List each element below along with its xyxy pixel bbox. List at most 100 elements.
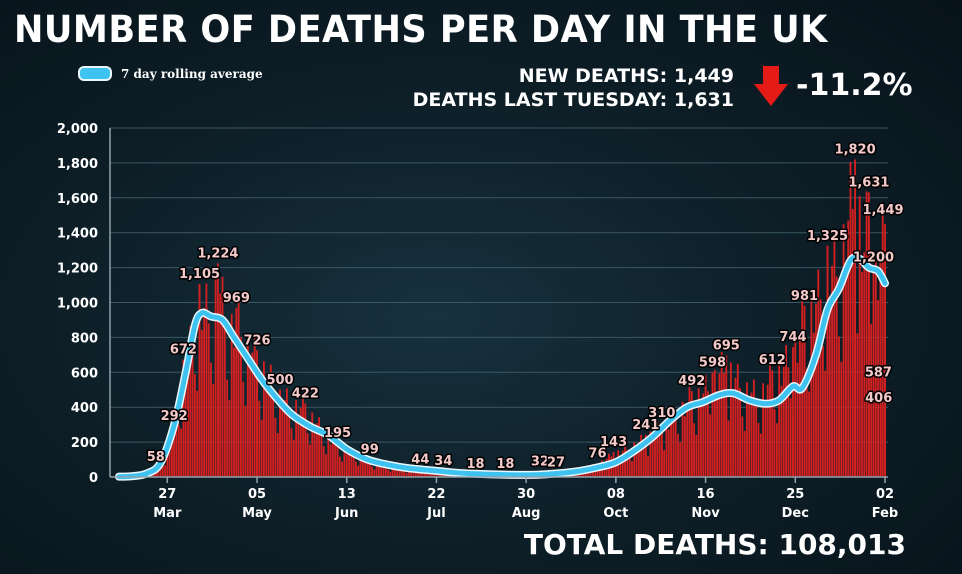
daily-bar: [405, 472, 408, 477]
daily-bar: [633, 442, 636, 477]
annotated-bar: [826, 245, 829, 477]
daily-bar: [734, 377, 737, 477]
daily-bar: [640, 434, 643, 477]
daily-bar: [269, 364, 272, 477]
daily-bar: [407, 468, 410, 477]
rolling-average-layer: [115, 253, 889, 481]
bar-data-label: 744: [779, 330, 806, 345]
daily-bar: [796, 362, 799, 477]
daily-bar: [361, 460, 364, 477]
daily-bar: [366, 456, 369, 477]
daily-bar: [658, 430, 661, 477]
annotated-bar: [256, 350, 258, 477]
daily-bar: [874, 258, 877, 477]
down-arrow-icon: [754, 66, 788, 106]
daily-bar: [371, 466, 373, 477]
x-tick-month: May: [242, 506, 272, 521]
daily-bar: [663, 449, 666, 477]
daily-bar: [334, 437, 337, 477]
x-tick-day: 22: [427, 487, 445, 502]
legend-swatch: [78, 66, 112, 81]
daily-bar: [748, 404, 751, 477]
daily-bar: [789, 398, 792, 477]
bar-data-label: 1,631: [848, 175, 889, 190]
y-tick-label: 1,600: [57, 192, 98, 207]
daily-bar: [281, 410, 284, 477]
daily-bar: [345, 453, 348, 477]
y-tick-label: 1,200: [57, 262, 98, 277]
rolling-average-line: [116, 254, 888, 480]
bar-data-label: 310: [648, 406, 675, 421]
daily-bar: [338, 456, 341, 477]
daily-bar: [649, 431, 652, 477]
daily-bar: [375, 461, 378, 477]
daily-bar: [704, 375, 707, 477]
x-tick-month: Jun: [334, 506, 358, 521]
daily-bar: [670, 418, 672, 477]
daily-bar: [295, 400, 298, 477]
daily-bar: [798, 334, 801, 477]
daily-bar: [844, 269, 847, 477]
x-tick-month: Nov: [691, 506, 720, 521]
daily-bar: [688, 387, 691, 477]
daily-bar: [311, 412, 314, 477]
daily-bar: [168, 447, 171, 477]
daily-bar: [785, 345, 788, 477]
daily-bar: [877, 300, 880, 477]
y-tick-label: 0: [89, 471, 98, 486]
bar-data-label: 1,820: [835, 142, 876, 157]
daily-bar: [309, 444, 311, 477]
daily-bar: [651, 440, 654, 477]
daily-bar: [322, 446, 325, 477]
daily-bar: [808, 391, 811, 477]
legend-label: 7 day rolling average: [121, 66, 263, 81]
daily-bar: [373, 469, 376, 477]
y-tick-label: 600: [71, 366, 98, 381]
annotated-bar: [173, 426, 176, 477]
daily-bar: [357, 465, 360, 477]
daily-bar: [325, 454, 327, 477]
percent-change: -11.2%: [796, 68, 913, 103]
annotated-bar: [368, 459, 371, 477]
daily-bar: [695, 434, 698, 477]
daily-bar: [230, 313, 233, 477]
daily-bar: [283, 399, 286, 477]
daily-bar: [437, 473, 440, 477]
daily-bar: [205, 283, 208, 477]
daily-bar: [348, 450, 350, 477]
bar-data-label: 1,200: [853, 251, 894, 266]
daily-bar: [299, 407, 302, 477]
bar-data-label: 1,325: [807, 229, 848, 244]
daily-bar: [210, 362, 212, 477]
annotated-bar: [690, 391, 693, 477]
x-tick-day: 25: [786, 487, 804, 502]
daily-bar: [665, 418, 668, 477]
new-deaths-text: NEW DEATHS: 1,449: [518, 65, 734, 87]
daily-bar: [656, 422, 659, 477]
daily-bar: [815, 303, 817, 477]
daily-bar: [667, 429, 670, 477]
daily-bar: [723, 372, 725, 477]
daily-bar: [237, 299, 240, 477]
daily-bar: [739, 388, 742, 477]
bar-data-label: 492: [678, 374, 705, 389]
bar-data-label: 587: [865, 366, 892, 381]
x-tick-day: 08: [607, 487, 625, 502]
daily-bar: [196, 390, 199, 477]
daily-bar: [706, 391, 709, 477]
daily-bar: [343, 446, 346, 477]
bar-data-label: 1,105: [179, 267, 220, 282]
bar-data-label: 422: [292, 386, 319, 401]
daily-bar: [693, 423, 695, 477]
daily-bar: [272, 389, 275, 477]
x-tick-day: 13: [338, 487, 356, 502]
daily-bar: [702, 393, 705, 477]
daily-bar: [341, 461, 344, 477]
daily-bar: [642, 441, 645, 477]
daily-bar: [773, 409, 776, 477]
chart-title: NUMBER OF DEATHS PER DAY IN THE UK: [14, 8, 828, 51]
y-axis: 0 200 400 600 800 1,000 1,200 1,400 1,600 1,800 2,…: [57, 122, 111, 486]
daily-bar: [743, 430, 746, 477]
daily-bar: [262, 361, 265, 477]
